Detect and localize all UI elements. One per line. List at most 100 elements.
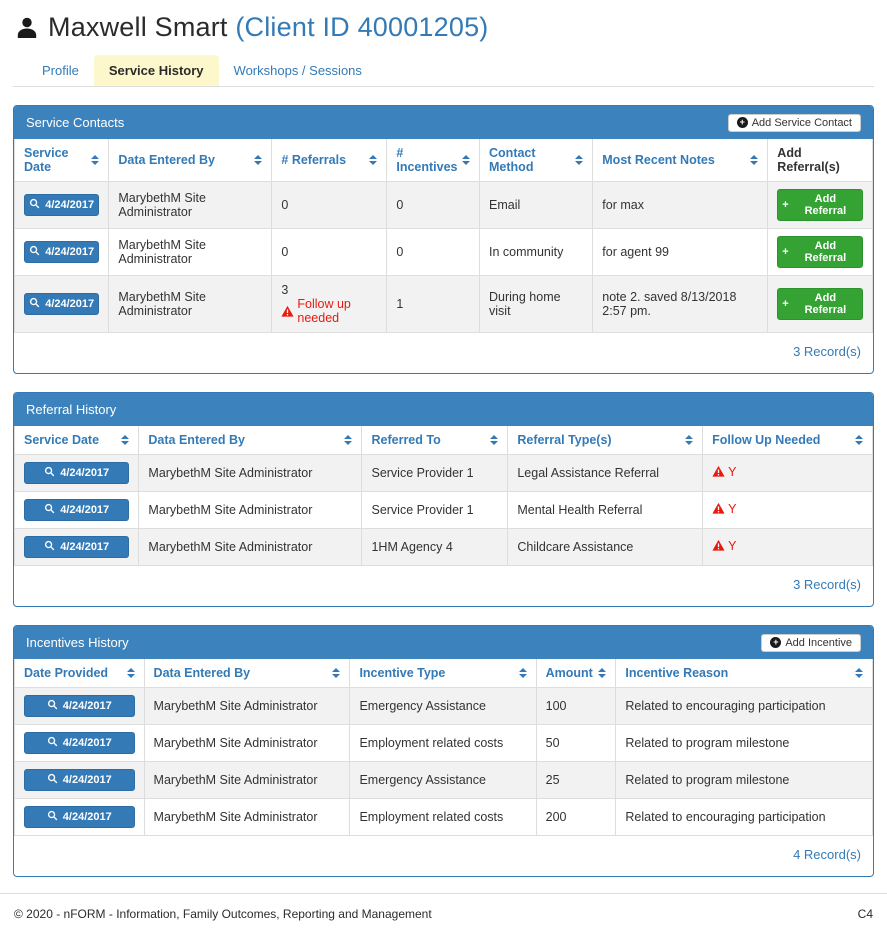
incentive-reason-cell: Related to program milestone — [615, 761, 873, 799]
tab-profile[interactable]: Profile — [42, 63, 79, 78]
follow-up-cell: Y — [702, 528, 873, 566]
entered-by-cell: MarybethM Site Administrator — [138, 528, 363, 566]
contact-method-cell: During home visit — [479, 275, 594, 333]
notes-cell: for agent 99 — [592, 228, 769, 276]
tab-service-history[interactable]: Service History — [93, 55, 219, 86]
entered-by-cell: MarybethM Site Administrator — [143, 761, 351, 799]
column-header-referral-types[interactable]: Referral Type(s) — [507, 426, 704, 455]
referrals-count: 3 — [281, 283, 289, 297]
search-icon — [29, 297, 40, 311]
column-header-most-recent-notes[interactable]: Most Recent Notes — [592, 139, 769, 182]
search-icon — [29, 198, 40, 212]
table-row: 4/24/2017 MarybethM Site Administrator E… — [14, 761, 873, 799]
plus-icon — [782, 199, 788, 211]
sort-icon — [126, 668, 135, 678]
view-incentive-button[interactable]: 4/24/2017 — [24, 769, 135, 791]
column-header-num-referrals[interactable]: # Referrals — [271, 139, 388, 182]
column-header-num-incentives[interactable]: # Incentives — [386, 139, 481, 182]
view-service-contact-button[interactable]: 4/24/2017 — [24, 293, 100, 315]
view-referral-button[interactable]: 4/24/2017 — [24, 462, 130, 484]
table-header-row: Service Date Data Entered By # Referrals… — [14, 139, 873, 182]
column-header-service-date[interactable]: Service Date — [14, 139, 110, 182]
table-row: 4/24/2017 MarybethM Site Administrator 0… — [14, 228, 873, 276]
column-header-data-entered-by[interactable]: Data Entered By — [143, 659, 351, 688]
page-title: Maxwell Smart (Client ID 40001205) — [48, 12, 489, 43]
referrals-cell: 0 — [271, 228, 388, 276]
referral-history-table: Service Date Data Entered By Referred To… — [14, 426, 873, 566]
plus-circle-icon — [736, 117, 748, 128]
contact-method-cell: In community — [479, 228, 594, 276]
table-row: 4/24/2017 MarybethM Site Administrator 0… — [14, 181, 873, 229]
column-header-contact-method[interactable]: Contact Method — [479, 139, 594, 182]
service-contacts-table: Service Date Data Entered By # Referrals… — [14, 139, 873, 333]
incentives-history-heading: Incentives History Add Incentive — [14, 626, 873, 659]
table-row: 4/24/2017 MarybethM Site Administrator E… — [14, 798, 873, 836]
column-header-data-entered-by[interactable]: Data Entered By — [138, 426, 363, 455]
search-icon — [44, 503, 55, 517]
sort-icon — [518, 668, 527, 678]
table-row: 4/24/2017 MarybethM Site Administrator S… — [14, 454, 873, 492]
amount-cell: 25 — [535, 761, 617, 799]
incentives-history-panel: Incentives History Add Incentive Date Pr… — [13, 625, 874, 877]
plus-icon — [782, 298, 788, 310]
warning-triangle-icon — [712, 465, 725, 478]
sort-icon — [855, 668, 863, 678]
sort-icon — [332, 668, 341, 678]
amount-cell: 50 — [535, 724, 617, 762]
search-icon — [47, 699, 58, 713]
add-referral-button[interactable]: Add Referral — [777, 236, 863, 268]
search-icon — [44, 466, 55, 480]
referrals-cell: 0 — [271, 181, 388, 229]
view-service-contact-button[interactable]: 4/24/2017 — [24, 241, 100, 263]
view-incentive-button[interactable]: 4/24/2017 — [24, 695, 135, 717]
column-header-data-entered-by[interactable]: Data Entered By — [108, 139, 273, 182]
referred-to-cell: 1HM Agency 4 — [361, 528, 509, 566]
view-referral-button[interactable]: 4/24/2017 — [24, 499, 130, 521]
incentives-cell: 0 — [386, 228, 481, 276]
person-icon — [15, 15, 39, 41]
sort-icon — [750, 155, 759, 165]
column-header-referred-to[interactable]: Referred To — [361, 426, 509, 455]
table-row: 4/24/2017 MarybethM Site Administrator E… — [14, 724, 873, 762]
incentive-type-cell: Employment related costs — [349, 724, 537, 762]
view-incentive-button[interactable]: 4/24/2017 — [24, 806, 135, 828]
column-header-date-provided[interactable]: Date Provided — [14, 659, 145, 688]
table-row: 4/24/2017 MarybethM Site Administrator 1… — [14, 528, 873, 566]
page: Maxwell Smart (Client ID 40001205) Profi… — [0, 0, 887, 877]
add-service-contact-button[interactable]: Add Service Contact — [727, 113, 861, 132]
follow-up-value: Y — [728, 501, 737, 516]
column-header-incentive-type[interactable]: Incentive Type — [349, 659, 537, 688]
sort-icon — [490, 435, 499, 445]
view-incentive-button[interactable]: 4/24/2017 — [24, 732, 135, 754]
tab-workshops-sessions[interactable]: Workshops / Sessions — [233, 63, 362, 78]
sort-icon — [598, 668, 607, 678]
add-referral-button[interactable]: Add Referral — [777, 189, 863, 221]
table-row: 4/24/2017 MarybethM Site Administrator S… — [14, 491, 873, 529]
column-header-follow-up-needed[interactable]: Follow Up Needed — [702, 426, 873, 455]
amount-cell: 100 — [535, 687, 617, 725]
column-header-amount[interactable]: Amount — [535, 659, 617, 688]
contact-method-cell: Email — [479, 181, 594, 229]
view-service-contact-button[interactable]: 4/24/2017 — [24, 194, 100, 216]
warning-triangle-icon — [281, 305, 294, 318]
add-incentive-button[interactable]: Add Incentive — [761, 633, 861, 652]
incentives-history-title: Incentives History — [26, 635, 129, 650]
view-referral-button[interactable]: 4/24/2017 — [24, 536, 130, 558]
follow-up-cell: Y — [702, 454, 873, 492]
add-referral-button[interactable]: Add Referral — [777, 288, 863, 320]
entered-by-cell: MarybethM Site Administrator — [143, 798, 351, 836]
incentive-reason-cell: Related to encouraging participation — [615, 687, 873, 725]
entered-by-cell: MarybethM Site Administrator — [108, 181, 273, 229]
referral-type-cell: Mental Health Referral — [507, 491, 704, 529]
referred-to-cell: Service Provider 1 — [361, 454, 509, 492]
column-header-service-date[interactable]: Service Date — [14, 426, 140, 455]
column-header-incentive-reason[interactable]: Incentive Reason — [615, 659, 873, 688]
incentive-type-cell: Emergency Assistance — [349, 687, 537, 725]
column-header-add-referrals: Add Referral(s) — [767, 139, 873, 182]
notes-cell: note 2. saved 8/13/2018 2:57 pm. — [592, 275, 769, 333]
tab-bar: Profile Service History Workshops / Sess… — [13, 55, 874, 87]
follow-up-warning: Follow up needed — [281, 297, 377, 325]
copyright-text: © 2020 - nFORM - Information, Family Out… — [14, 907, 432, 921]
plus-circle-icon — [770, 637, 782, 648]
incentives-cell: 0 — [386, 181, 481, 229]
